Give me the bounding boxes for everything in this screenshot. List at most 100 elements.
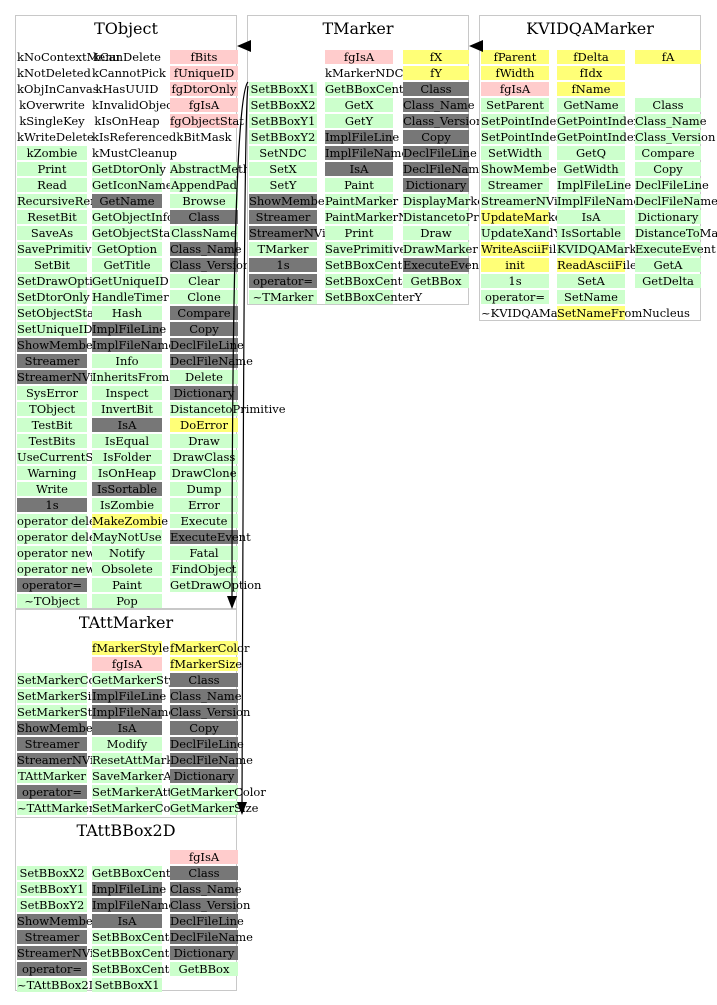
class-member: ImplFileName <box>557 194 641 208</box>
class-member: MayNotUse <box>92 530 162 544</box>
class-member: SetX <box>249 162 317 176</box>
class-member: Dictionary <box>170 946 238 960</box>
class-member: fUniqueID <box>170 66 238 80</box>
class-member: WriteAsciiFile <box>481 242 564 256</box>
class-member: SetParent <box>481 98 549 112</box>
class-member: ShowMembers <box>17 914 105 928</box>
class-member: DeclFileName <box>170 753 253 767</box>
class-member: GetName <box>557 98 625 112</box>
class-title: TMarker <box>322 19 394 38</box>
class-member: HandleTimer <box>92 290 169 304</box>
class-member: GetIconName <box>92 178 173 192</box>
class-member: PaintMarker <box>325 194 399 208</box>
class-title: TObject <box>94 19 158 38</box>
class-member: fDelta <box>557 50 625 64</box>
class-title: TAttBBox2D <box>76 821 176 840</box>
class-member: Dictionary <box>635 210 701 224</box>
class-member: GetUniqueID <box>92 274 169 288</box>
class-member: ExecuteEvent <box>403 258 484 272</box>
class-member: Compare <box>170 306 238 320</box>
class-member: SetBBoxY1 <box>17 882 87 896</box>
class-member: SetUniqueID <box>17 322 93 336</box>
member-column: SetBBoxX1 SetBBoxX2 SetBBoxY1 SetBBoxY2 SetN… <box>249 50 354 306</box>
class-member: SetBBoxY2 <box>17 898 87 912</box>
class-member: Class_Version <box>170 705 251 719</box>
class-member: kSingleKey <box>19 114 85 128</box>
member-column: fA Class Class_Name Class_Version Compare Cop… <box>635 50 717 290</box>
class-member: Execute <box>170 514 238 528</box>
member-column: fDelta fIdx fName GetName GetPointIndex GetPo… <box>557 50 690 322</box>
arrow-tmarker-tattbbox2d <box>241 85 249 807</box>
class-member: fParent <box>481 50 549 64</box>
class-member: Copy <box>403 130 469 144</box>
class-member: InheritsFrom <box>92 370 170 384</box>
class-member: GetMarkerSize <box>170 801 259 815</box>
class-member: SetBBoxY2 <box>249 130 317 144</box>
class-member: IsA <box>92 914 162 928</box>
class-member: GetBBox <box>170 962 238 976</box>
class-member: kHasUUID <box>95 82 159 96</box>
class-member: ~TAttBBox2D <box>17 978 98 992</box>
class-member: kBitMask <box>176 130 232 144</box>
class-member: IsSortable <box>92 482 162 496</box>
class-member: Compare <box>635 146 701 160</box>
class-member: Clone <box>170 290 238 304</box>
class-member: SetBBoxCenter <box>92 930 182 944</box>
class-member: GetWidth <box>557 162 625 176</box>
class-member: Dump <box>170 482 238 496</box>
class-member: Delete <box>170 370 238 384</box>
class-member: GetObjectInfo <box>92 210 174 224</box>
class-member: GetOption <box>92 242 162 256</box>
class-member: kCanDelete <box>93 50 161 64</box>
class-member: Pop <box>92 594 162 608</box>
class-member: 1s <box>249 258 317 272</box>
arrowhead-tattbbox2d <box>237 802 247 815</box>
class-member: ImplFileName <box>325 146 409 160</box>
class-member: TAttMarker <box>17 769 87 783</box>
class-member: Class_Version <box>403 114 484 128</box>
class-member: Class_Version <box>170 258 251 272</box>
class-title: TAttMarker <box>78 613 174 632</box>
class-member: Dictionary <box>403 178 469 192</box>
class-box-tmarker: TMarker SetBBoxX1 SetBBoxX2 SetBBoxY1 SetBB… <box>247 15 524 306</box>
member-column: GetBBoxCenter ImplFileLine ImplFileName IsA… <box>92 850 190 994</box>
class-member: operator new <box>17 546 96 560</box>
class-member: Print <box>17 162 87 176</box>
class-member: fgIsA <box>92 657 162 671</box>
class-member: DeclFileName <box>170 354 253 368</box>
class-member: ReadAsciiFile <box>557 258 637 272</box>
class-member: SetA <box>557 274 625 288</box>
class-member: GetDtorOnly <box>92 162 166 176</box>
class-member: GetObjectStat <box>92 226 175 240</box>
class-member: MakeZombie <box>92 514 169 528</box>
class-member: kIsReferenced <box>92 130 177 144</box>
class-member: ExecuteEvent <box>170 530 251 544</box>
member-column: fX fY Class Class_Name Class_Version Copy Decl… <box>403 50 524 290</box>
class-member: DeclFileLine <box>170 338 244 352</box>
class-member: Draw <box>170 434 238 448</box>
class-member: fA <box>635 50 701 64</box>
class-member: ImplFileName <box>92 705 176 719</box>
class-member: IsA <box>325 162 393 176</box>
class-member: kCannotPick <box>92 66 166 80</box>
class-member: Warning <box>17 466 87 480</box>
class-member: Read <box>17 178 87 192</box>
class-member: fMarkerStyle <box>92 641 170 655</box>
class-member: AppendPad <box>170 178 238 192</box>
class-member: Paint <box>92 578 162 592</box>
class-member: operator= <box>17 578 87 592</box>
class-member: Class_Name <box>170 689 242 703</box>
class-member: DrawMarker <box>403 242 478 256</box>
class-member: SetNDC <box>249 146 317 160</box>
class-member: DeclFileLine <box>403 146 477 160</box>
class-member: fY <box>403 66 469 80</box>
class-member: IsFolder <box>92 450 162 464</box>
class-member: fName <box>557 82 625 96</box>
class-member: Modify <box>92 737 162 751</box>
class-member: ImplFileName <box>92 898 176 912</box>
class-member: Print <box>325 226 393 240</box>
class-member: kZombie <box>17 146 87 160</box>
class-member: GetQ <box>557 146 625 160</box>
class-member: SetBBoxX2 <box>249 98 317 112</box>
class-member: ~TMarker <box>249 290 317 304</box>
